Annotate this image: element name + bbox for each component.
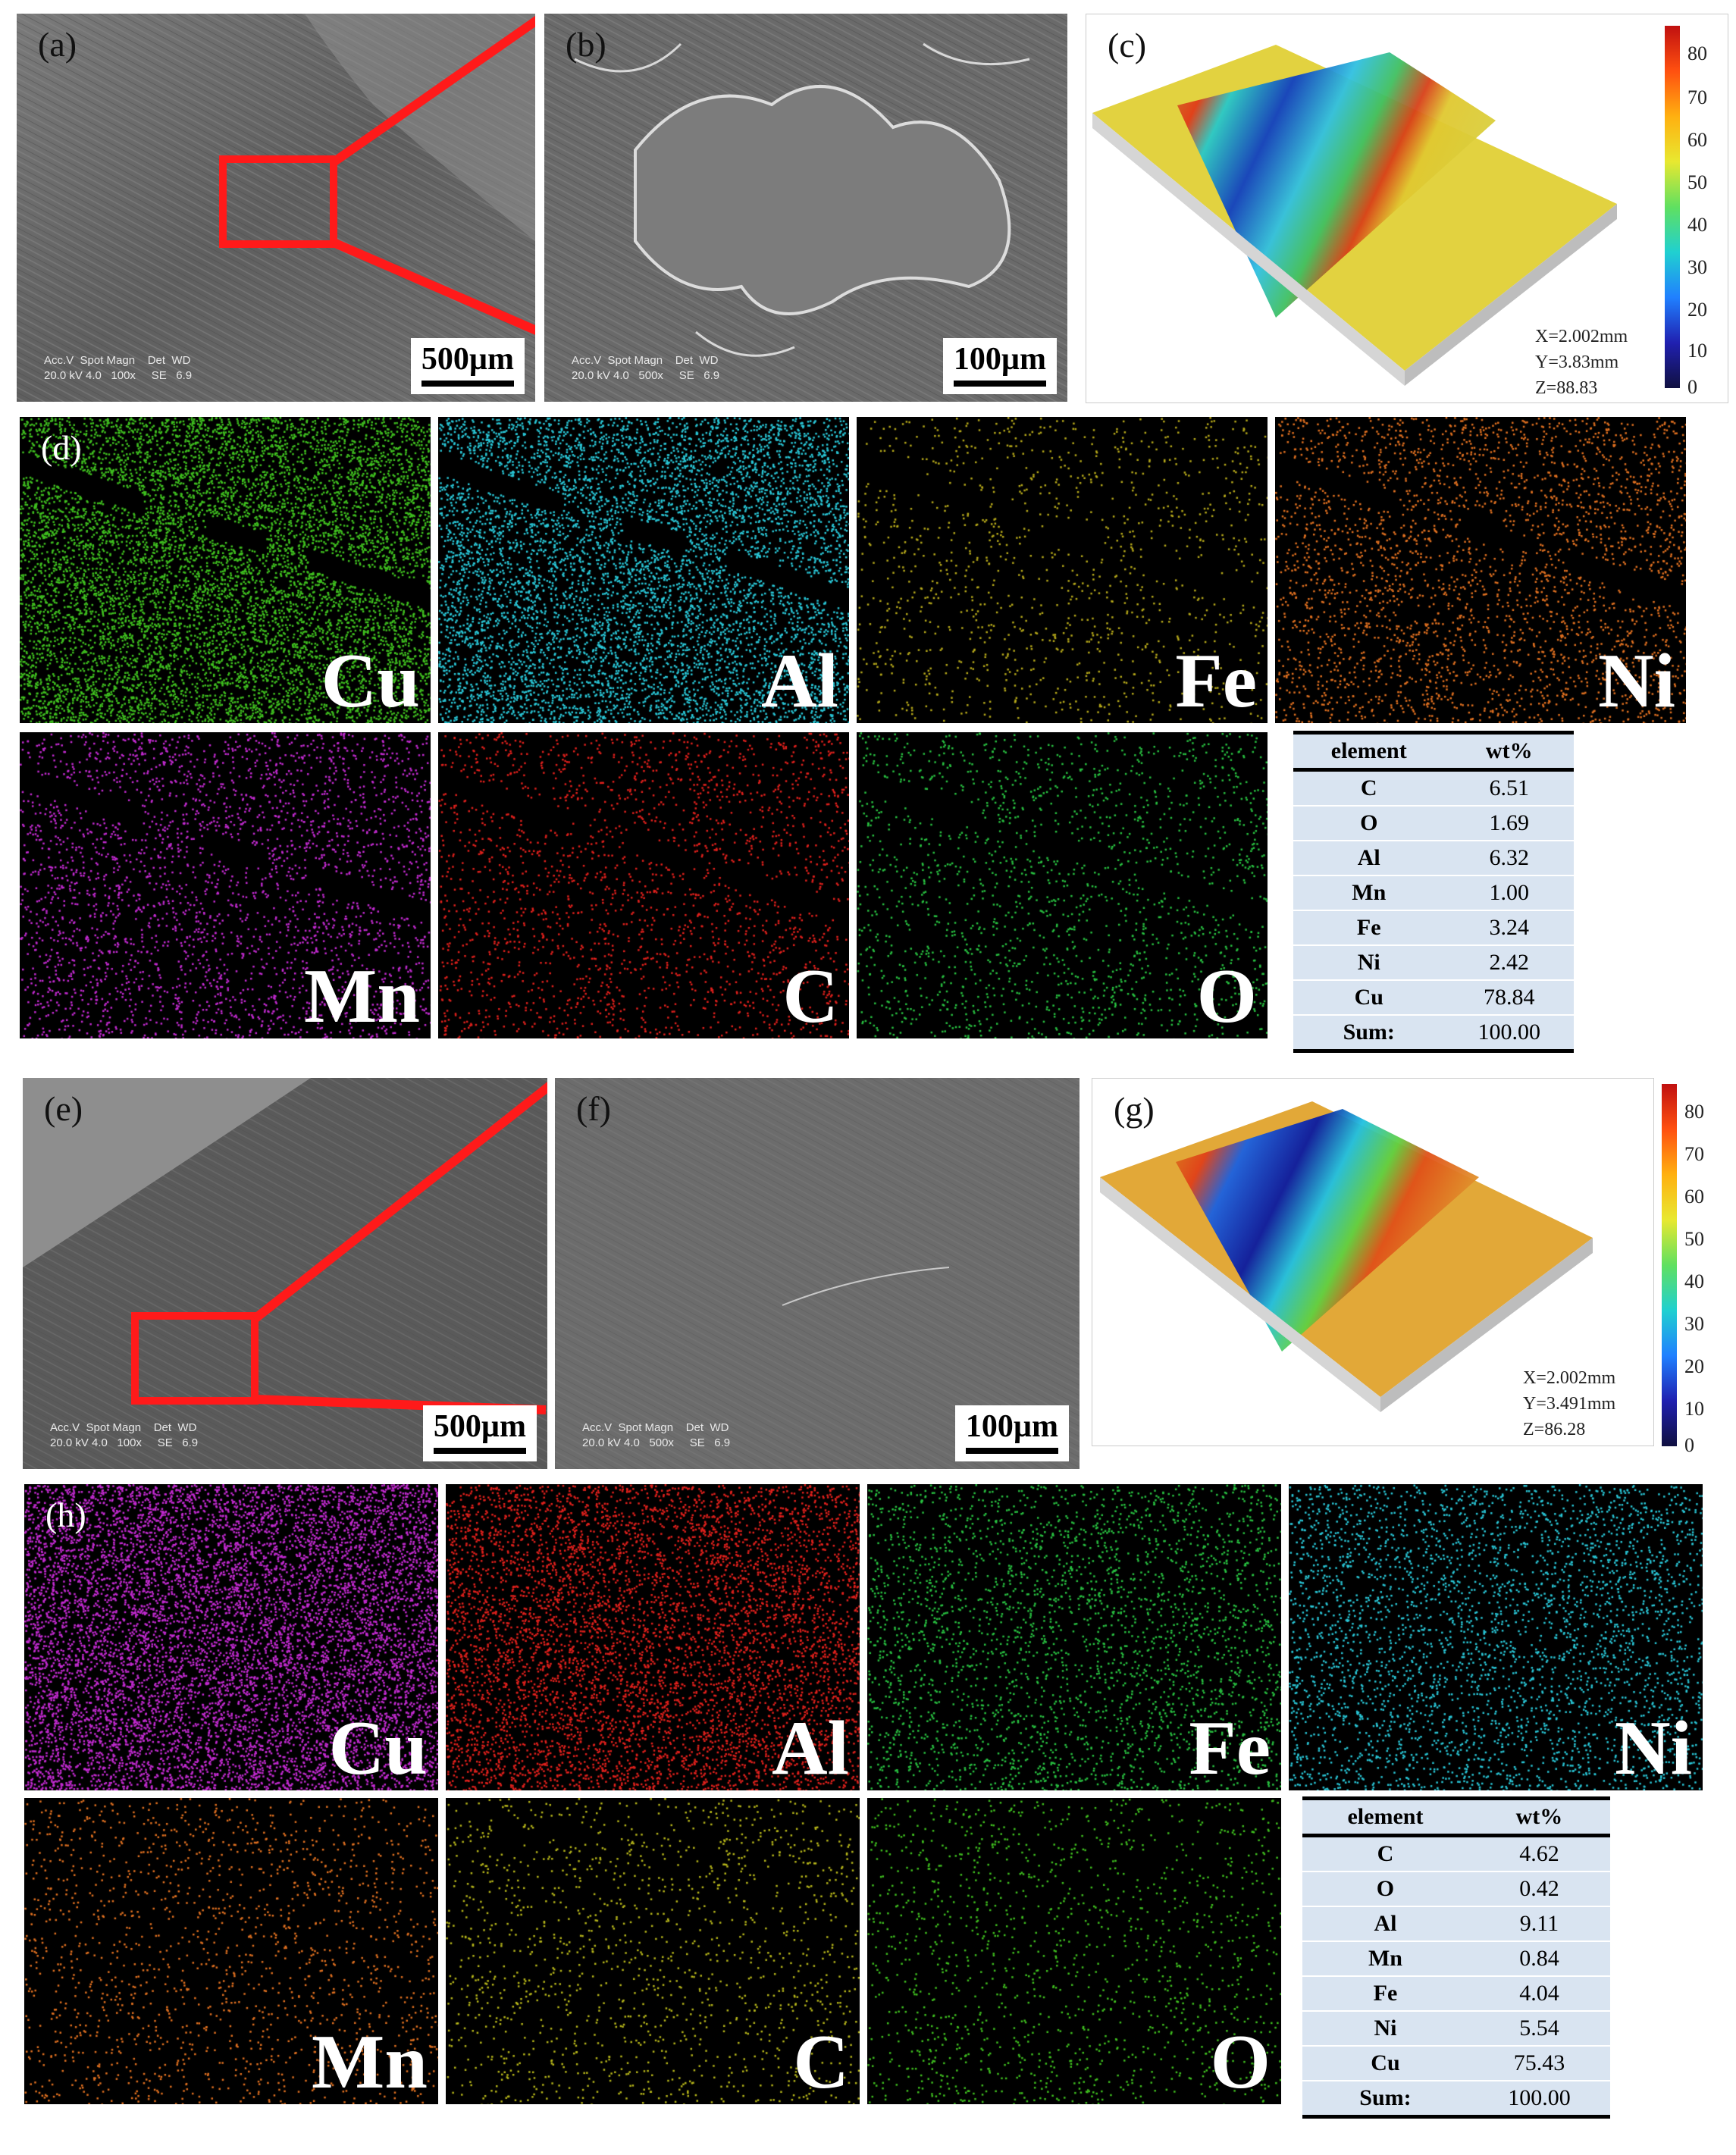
scale-bar-e: 500µm [422,1405,537,1461]
element-label: Cu [328,1706,428,1790]
dimension-readout-c: X=2.002mm Y=3.83mm Z=88.83 [1535,327,1628,398]
panel-label-a: (a) [38,25,77,64]
element-label: Ni [1598,638,1675,723]
sem-panel-b: (b) Acc.V Spot Magn Det WD 20.0 kV 4.0 5… [544,14,1067,402]
element-label: Mn [304,954,420,1038]
eds-dot-texture [438,417,849,723]
eds-dot-texture [24,1484,438,1790]
element-label: Al [772,1706,849,1790]
colorbar-g [1662,1084,1677,1446]
eds-dot-texture [1289,1484,1703,1790]
table-row: Al 6.32 [1293,841,1574,876]
eds-dot-texture [438,732,849,1038]
dimension-readout-g: X=2.002mm Y=3.491mm Z=86.28 [1523,1368,1616,1439]
table-row: Cu 78.84 [1293,980,1574,1016]
sem-texture-a [17,14,535,402]
eds-map-d-c: C [438,732,849,1038]
sem-metadata-f: Acc.V Spot Magn Det WD 20.0 kV 4.0 500x … [582,1421,731,1449]
panel-label-b: (b) [566,25,606,64]
zoom-box-a [219,155,337,248]
eds-map-h-ni: Ni [1289,1484,1703,1790]
scale-bar-b: 100µm [942,338,1057,394]
table-row: C 4.62 [1302,1835,1610,1872]
eds-map-h-c: C [446,1798,860,2104]
panel-label-c: (c) [1108,26,1147,64]
element-label: Al [761,638,838,723]
element-label: Cu [321,638,420,723]
eds-map-h-o: O [867,1798,1281,2104]
sem-metadata-b: Acc.V Spot Magn Det WD 20.0 kV 4.0 500x … [572,354,720,382]
element-label: O [1196,954,1257,1038]
eds-dot-texture [867,1798,1281,2104]
scale-bar-f: 100µm [954,1405,1069,1461]
eds-dot-texture [446,1484,860,1790]
surface-3d-g [1100,1101,1593,1412]
panel-label-g: (g) [1114,1090,1155,1129]
sem-panel-a: (a) Acc.V Spot Magn Det WD 20.0 kV 4.0 1… [17,14,535,402]
element-label: O [1210,2019,1271,2104]
sem-texture-f [555,1078,1080,1469]
panel-label-d: (d) [41,428,82,467]
sem-metadata-e: Acc.V Spot Magn Det WD 20.0 kV 4.0 100x … [50,1421,199,1449]
element-label: Fe [1175,638,1257,723]
eds-dot-texture [20,417,431,723]
element-label: Fe [1189,1706,1271,1790]
sem-metadata-a: Acc.V Spot Magn Det WD 20.0 kV 4.0 100x … [44,354,193,382]
table-row: Fe 4.04 [1302,1976,1610,2012]
profilometry-panel-g: (g) X=2.002mm Y=3.491mm Z=86.28 [1092,1078,1654,1446]
composition-table-bottom: element wt% C 4.62 O 0.42 Al 9.11 Mn 0.84 Fe 4… [1302,1796,1610,2119]
element-label: C [782,954,838,1038]
eds-map-d-mn: Mn [20,732,431,1038]
surface-3d-c [1092,45,1617,386]
eds-dot-texture [1275,417,1686,723]
eds-map-h-cu: (h) Cu [24,1484,438,1790]
eds-map-h-fe: Fe [867,1484,1281,1790]
eds-dot-texture [446,1798,860,2104]
table-row: O 0.42 [1302,1872,1610,1907]
element-label: Ni [1615,1706,1692,1790]
table-row: Cu 75.43 [1302,2046,1610,2081]
panel-label-f: (f) [576,1089,611,1128]
eds-dot-texture [857,732,1268,1038]
eds-dot-texture [857,417,1268,723]
eds-dot-texture [24,1798,438,2104]
colorbar-c [1665,26,1680,388]
eds-map-d-ni: Ni [1275,417,1686,723]
eds-dot-texture [20,732,431,1038]
table-row: Ni 2.42 [1293,945,1574,981]
sem-texture-b [544,14,1067,402]
table-row: Al 9.11 [1302,1906,1610,1942]
eds-map-h-al: Al [446,1484,860,1790]
profilometry-panel-c: (c) X=2.002mm Y=3.83mm Z=88.83 [1086,14,1728,403]
panel-label-h: (h) [45,1496,86,1534]
table-row: O 1.69 [1293,806,1574,841]
composition-table-top: element wt% C 6.51 O 1.69 Al 6.32 Mn 1.00 Fe 3… [1293,731,1574,1053]
sem-panel-e: (e) Acc.V Spot Magn Det WD 20.0 kV 4.0 1… [23,1078,547,1469]
eds-map-d-fe: Fe [857,417,1268,723]
table-row: Ni 5.54 [1302,2011,1610,2047]
element-label: Mn [312,2019,428,2104]
table-row: Sum: 100.00 [1302,2081,1610,2119]
element-label: C [793,2019,849,2104]
eds-map-d-o: O [857,732,1268,1038]
scale-bar-a: 500µm [410,338,525,394]
table-row: Mn 1.00 [1293,875,1574,911]
eds-map-d-al: Al [438,417,849,723]
eds-map-h-mn: Mn [24,1798,438,2104]
eds-dot-texture [867,1484,1281,1790]
table-row: C 6.51 [1293,769,1574,807]
table-row: Mn 0.84 [1302,1941,1610,1977]
sem-texture-e [23,1078,547,1469]
table-row: Sum: 100.00 [1293,1015,1574,1053]
zoom-box-e [131,1312,259,1405]
eds-map-d-cu: (d) Cu [20,417,431,723]
panel-label-e: (e) [44,1089,83,1128]
table-row: Fe 3.24 [1293,910,1574,946]
sem-panel-f: (f) Acc.V Spot Magn Det WD 20.0 kV 4.0 5… [555,1078,1080,1469]
